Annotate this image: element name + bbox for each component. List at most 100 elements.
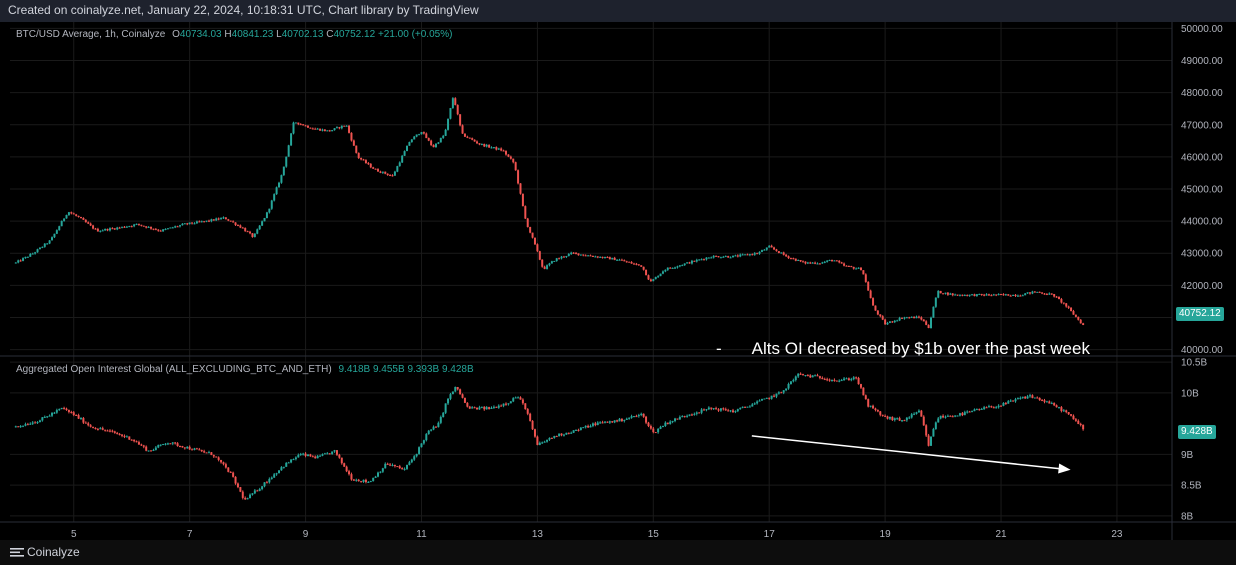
btc-candle-body bbox=[133, 224, 136, 227]
oi-candle-body bbox=[968, 411, 971, 413]
btc-candle-body bbox=[789, 258, 792, 260]
btc-candle-body bbox=[806, 262, 809, 264]
oi-candle-body bbox=[244, 497, 247, 500]
btc-candle-body bbox=[1009, 295, 1012, 297]
oi-candle-body bbox=[26, 424, 29, 426]
oi-annotation: - Alts OI decreased by $1b over the past … bbox=[716, 339, 1090, 359]
btc-candle-body bbox=[915, 316, 918, 319]
btc-candle-body bbox=[1000, 294, 1003, 296]
oi-candle-body bbox=[693, 413, 696, 415]
btc-candle-body bbox=[229, 220, 232, 222]
oi-candle-body bbox=[703, 409, 706, 411]
oi-candle-body bbox=[710, 407, 713, 409]
oi-close-value: 9.428B bbox=[441, 364, 474, 375]
btc-candle-body bbox=[558, 258, 561, 260]
oi-candle-body bbox=[835, 380, 838, 382]
oi-candle-body bbox=[227, 467, 230, 472]
x-tick-label: 21 bbox=[995, 529, 1007, 540]
oi-candle-body bbox=[461, 394, 464, 398]
btc-candle-body bbox=[901, 317, 904, 319]
oi-candle-body bbox=[961, 413, 964, 416]
oi-candle-body bbox=[744, 406, 747, 408]
btc-candle-body bbox=[162, 229, 165, 232]
btc-candle-body bbox=[678, 265, 681, 267]
btc-candle-body bbox=[75, 214, 78, 216]
oi-candle-body bbox=[186, 446, 189, 449]
btc-candle-body bbox=[956, 294, 959, 296]
oi-candle-body bbox=[207, 452, 210, 454]
btc-candle-body bbox=[770, 245, 773, 248]
oi-candle-body bbox=[625, 418, 628, 420]
btc-candle-body bbox=[26, 256, 29, 258]
btc-candle-body bbox=[891, 321, 894, 323]
oi-candle-body bbox=[150, 450, 153, 452]
oi-candle-body bbox=[116, 432, 119, 435]
btc-candle-body bbox=[328, 130, 331, 132]
btc-candle-body bbox=[34, 252, 37, 254]
btc-candle-body bbox=[140, 224, 143, 226]
oi-candle-body bbox=[442, 412, 445, 418]
oi-candle-body bbox=[608, 421, 611, 423]
oi-candle-body bbox=[777, 392, 780, 394]
coinalyze-brand[interactable]: Coinalyze bbox=[10, 545, 80, 559]
oi-candle-body bbox=[179, 446, 182, 448]
btc-candle-body bbox=[504, 151, 507, 155]
x-tick-label: 15 bbox=[648, 529, 660, 540]
oi-candle-body bbox=[823, 379, 826, 381]
btc-candle-body bbox=[82, 217, 85, 220]
btc-candle-body bbox=[258, 225, 261, 230]
oi-candle-body bbox=[278, 470, 281, 474]
oi-candle-body bbox=[1012, 400, 1015, 402]
oi-candle-body bbox=[369, 481, 372, 483]
btc-candle-body bbox=[205, 220, 208, 222]
btc-candle-body bbox=[830, 259, 833, 261]
btc-candle-body bbox=[142, 225, 145, 227]
btc-last-price-tag: 40752.12 bbox=[1176, 307, 1224, 321]
oi-candle-body bbox=[191, 449, 194, 451]
chart-canvas[interactable]: 40000.0041000.0042000.0043000.0044000.00… bbox=[0, 0, 1236, 540]
btc-candle-body bbox=[311, 128, 314, 130]
oi-candle-body bbox=[683, 416, 686, 418]
oi-candle-body bbox=[106, 430, 109, 432]
btc-candle-body bbox=[847, 265, 850, 267]
oi-candle-body bbox=[297, 454, 300, 458]
btc-candle-body bbox=[24, 256, 27, 259]
oi-candle-body bbox=[773, 395, 776, 397]
oi-candle-body bbox=[930, 436, 933, 446]
btc-candle-body bbox=[31, 253, 34, 255]
oi-candle-body bbox=[104, 429, 107, 431]
oi-candle-body bbox=[724, 409, 727, 411]
oi-candle-body bbox=[852, 377, 855, 380]
btc-candle-body bbox=[65, 214, 68, 219]
btc-candle-body bbox=[398, 162, 401, 167]
oi-candle-body bbox=[734, 411, 737, 413]
btc-candle-body bbox=[913, 316, 916, 319]
oi-candle-body bbox=[483, 406, 486, 410]
oi-candle-body bbox=[971, 411, 974, 413]
btc-y-tick-label: 45000.00 bbox=[1181, 185, 1223, 196]
btc-candle-body bbox=[637, 264, 640, 266]
oi-candle-body bbox=[978, 409, 981, 411]
oi-candle-body bbox=[321, 454, 324, 456]
oi-candle-body bbox=[1009, 400, 1012, 402]
oi-candle-body bbox=[729, 410, 732, 412]
oi-candle-body bbox=[135, 441, 138, 443]
oi-candle-body bbox=[348, 471, 351, 475]
oi-candle-body bbox=[323, 453, 326, 455]
btc-candle-body bbox=[707, 257, 710, 259]
oi-candle-body bbox=[125, 436, 128, 438]
btc-candle-body bbox=[703, 259, 706, 261]
btc-candle-body bbox=[1041, 292, 1044, 294]
btc-candle-body bbox=[497, 148, 500, 150]
btc-candle-body bbox=[908, 317, 911, 319]
oi-candle-body bbox=[1079, 423, 1082, 425]
btc-candle-body bbox=[331, 130, 334, 132]
oi-y-tick-label: 10B bbox=[1181, 388, 1199, 399]
oi-candle-body bbox=[821, 377, 824, 380]
oi-candle-body bbox=[695, 412, 698, 414]
btc-candle-body bbox=[439, 137, 442, 143]
oi-candle-body bbox=[415, 453, 418, 457]
btc-candle-body bbox=[137, 223, 140, 225]
btc-candle-body bbox=[22, 258, 25, 261]
btc-candle-body bbox=[1062, 302, 1065, 304]
